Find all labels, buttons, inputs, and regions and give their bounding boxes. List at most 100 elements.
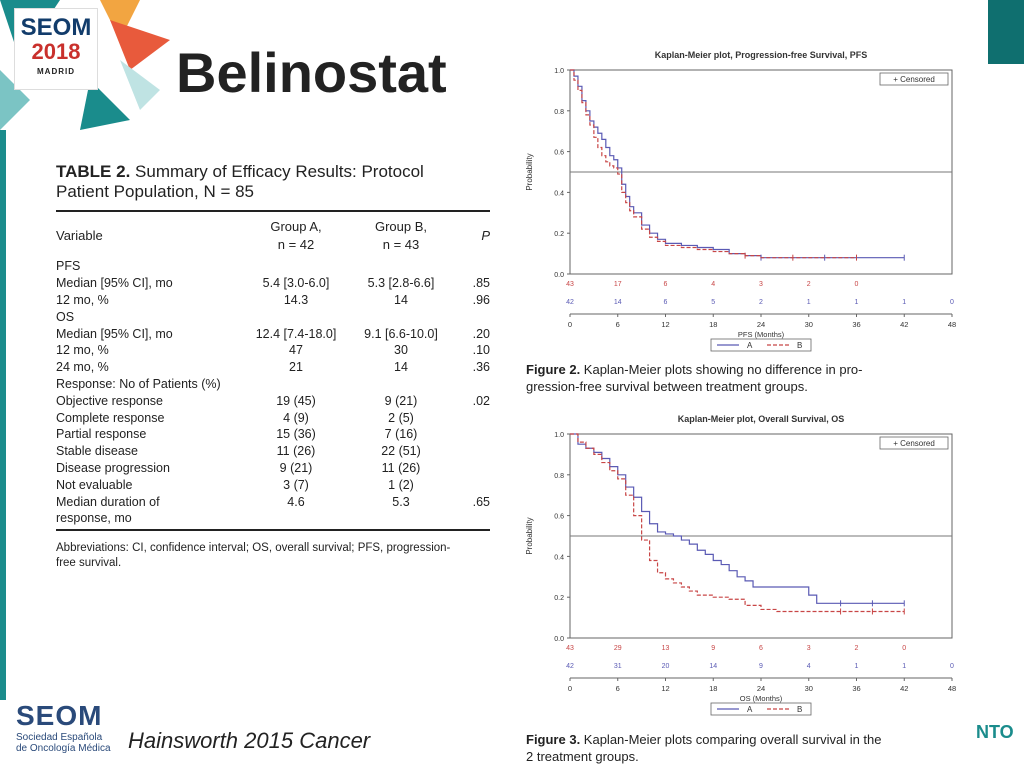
at-risk-count: 14	[614, 299, 622, 306]
row-label: OS	[56, 309, 75, 324]
cell-group-b	[346, 376, 456, 393]
at-risk-count: 1	[902, 299, 906, 306]
logo-city: MADRID	[37, 67, 75, 76]
cell-group-a	[246, 510, 346, 527]
cell-group-a: 4 (9)	[283, 410, 309, 425]
cell-group-b	[346, 308, 456, 325]
at-risk-count: 42	[566, 299, 574, 306]
at-risk-count: 4	[711, 281, 715, 288]
legend-label-a: A	[747, 705, 753, 714]
at-risk-count: 3	[759, 281, 763, 288]
series-legend-box	[710, 338, 812, 352]
row-label: 12 mo, %	[56, 343, 109, 358]
legend-label-b: B	[797, 705, 802, 714]
row-label: Objective response	[56, 393, 164, 408]
table-row: 12 mo, % 47 30 .10	[56, 342, 490, 359]
chart-title: Kaplan-Meier plot, Progression-free Surv…	[655, 50, 868, 60]
figure2-caption: Figure 2. Kaplan-Meier plots showing no …	[526, 361, 966, 395]
cell-p: .96	[472, 292, 490, 307]
footer-logo-line2: de Oncología Médica	[16, 743, 111, 754]
row-label: Complete response	[56, 410, 165, 425]
citation: Hainsworth 2015 Cancer	[128, 728, 371, 753]
censored-legend-box	[879, 436, 949, 450]
header-group-a: Group A, n = 42	[246, 212, 346, 258]
y-tick-label: 0.2	[554, 231, 564, 238]
edge-text: NTO	[976, 722, 1014, 742]
y-tick-label: 0.0	[554, 636, 564, 643]
at-risk-count: 20	[662, 663, 670, 670]
at-risk-count: 9	[759, 663, 763, 670]
cell-p	[456, 258, 490, 275]
figure3-caption-line2: 2 treatment groups.	[526, 749, 639, 764]
y-tick-label: 0.4	[554, 554, 564, 561]
series-legend-box	[710, 702, 812, 716]
at-risk-count: 1	[855, 663, 859, 670]
row-label: Response: No of Patients (%)	[56, 376, 221, 391]
header-group-a-line2: n = 42	[277, 237, 315, 252]
x-tick-label: 18	[709, 684, 717, 693]
cell-p: .36	[472, 360, 490, 375]
table-row: Disease progression 9 (21) 11 (26)	[56, 460, 490, 477]
cell-group-b: 5.3 [2.8-6.6]	[367, 276, 435, 291]
cell-group-b: 11 (26)	[381, 460, 421, 475]
table-body: PFS Median [95% CI], mo 5.4 [3.0-6.0] 5.3 […	[56, 258, 490, 527]
table-row: Response: No of Patients (%)	[56, 376, 490, 393]
y-tick-label: 0.6	[554, 150, 564, 157]
y-tick-label: 0.8	[554, 473, 564, 480]
right-accent-bar	[988, 0, 1024, 64]
cell-group-a	[246, 258, 346, 275]
at-risk-count: 13	[662, 645, 670, 652]
seom-footer-logo: SEOM Sociedad Española de Oncología Médi…	[16, 700, 111, 754]
cell-group-a: 19 (45)	[276, 393, 316, 408]
x-tick-label: 42	[900, 320, 908, 329]
y-tick-label: 0.0	[554, 272, 564, 279]
cell-p	[456, 409, 490, 426]
header-group-b-line1: Group B,	[374, 219, 428, 234]
x-tick-label: 18	[709, 320, 717, 329]
cell-group-b: 9.1 [6.6-10.0]	[364, 326, 438, 341]
km-curve-a	[570, 69, 905, 259]
censored-legend-box	[879, 72, 949, 86]
row-label: 24 mo, %	[56, 360, 109, 375]
row-label: Not evaluable	[56, 477, 133, 492]
cell-group-b: 9 (21)	[384, 393, 418, 408]
x-tick-label: 12	[661, 320, 669, 329]
table-title: TABLE 2. Summary of Efficacy Results: Pr…	[56, 162, 490, 202]
cell-group-b: 5.3	[392, 494, 410, 509]
cell-p	[456, 460, 490, 477]
cell-group-b	[346, 510, 456, 527]
at-risk-count: 1	[855, 299, 859, 306]
table-abbreviations: Abbreviations: CI, confidence interval; …	[56, 541, 490, 571]
x-tick-label: 36	[852, 684, 860, 693]
at-risk-count: 43	[566, 645, 574, 652]
cell-group-a: 21	[289, 360, 303, 375]
table-row: Objective response 19 (45) 9 (21) .02	[56, 392, 490, 409]
table-top-rule	[56, 210, 490, 212]
abbreviations-line2: free survival.	[56, 556, 122, 569]
cell-group-b: 30	[394, 343, 408, 358]
cell-p: .20	[472, 326, 490, 341]
x-tick-label: 24	[757, 320, 765, 329]
figure2-caption-line2: gression-free survival between treatment…	[526, 379, 808, 394]
at-risk-count: 0	[902, 645, 906, 652]
at-risk-count: 3	[807, 645, 811, 652]
left-accent-bar	[0, 130, 6, 700]
x-axis-label: PFS (Months)	[738, 330, 785, 339]
x-tick-label: 6	[616, 320, 620, 329]
table-title-label: TABLE 2.	[56, 162, 131, 181]
row-label: Stable disease	[56, 444, 139, 459]
at-risk-count: 6	[664, 299, 668, 306]
row-label: Median [95% CI], mo	[56, 326, 173, 341]
at-risk-count: 2	[759, 299, 763, 306]
cell-group-a	[246, 308, 346, 325]
cell-group-a: 47	[289, 343, 303, 358]
efficacy-table: TABLE 2. Summary of Efficacy Results: Pr…	[56, 162, 490, 571]
row-label: 12 mo, %	[56, 292, 109, 307]
y-tick-label: 0.2	[554, 595, 564, 602]
cell-group-b: 7 (16)	[384, 427, 418, 442]
table-row: Median [95% CI], mo 5.4 [3.0-6.0] 5.3 [2.8…	[56, 275, 490, 292]
cell-group-a	[246, 376, 346, 393]
chart-title: Kaplan-Meier plot, Overall Survival, OS	[678, 414, 845, 424]
efficacy-table-grid: Variable Group A, n = 42 Group B, n = 43…	[56, 212, 490, 527]
x-tick-label: 6	[616, 684, 620, 693]
